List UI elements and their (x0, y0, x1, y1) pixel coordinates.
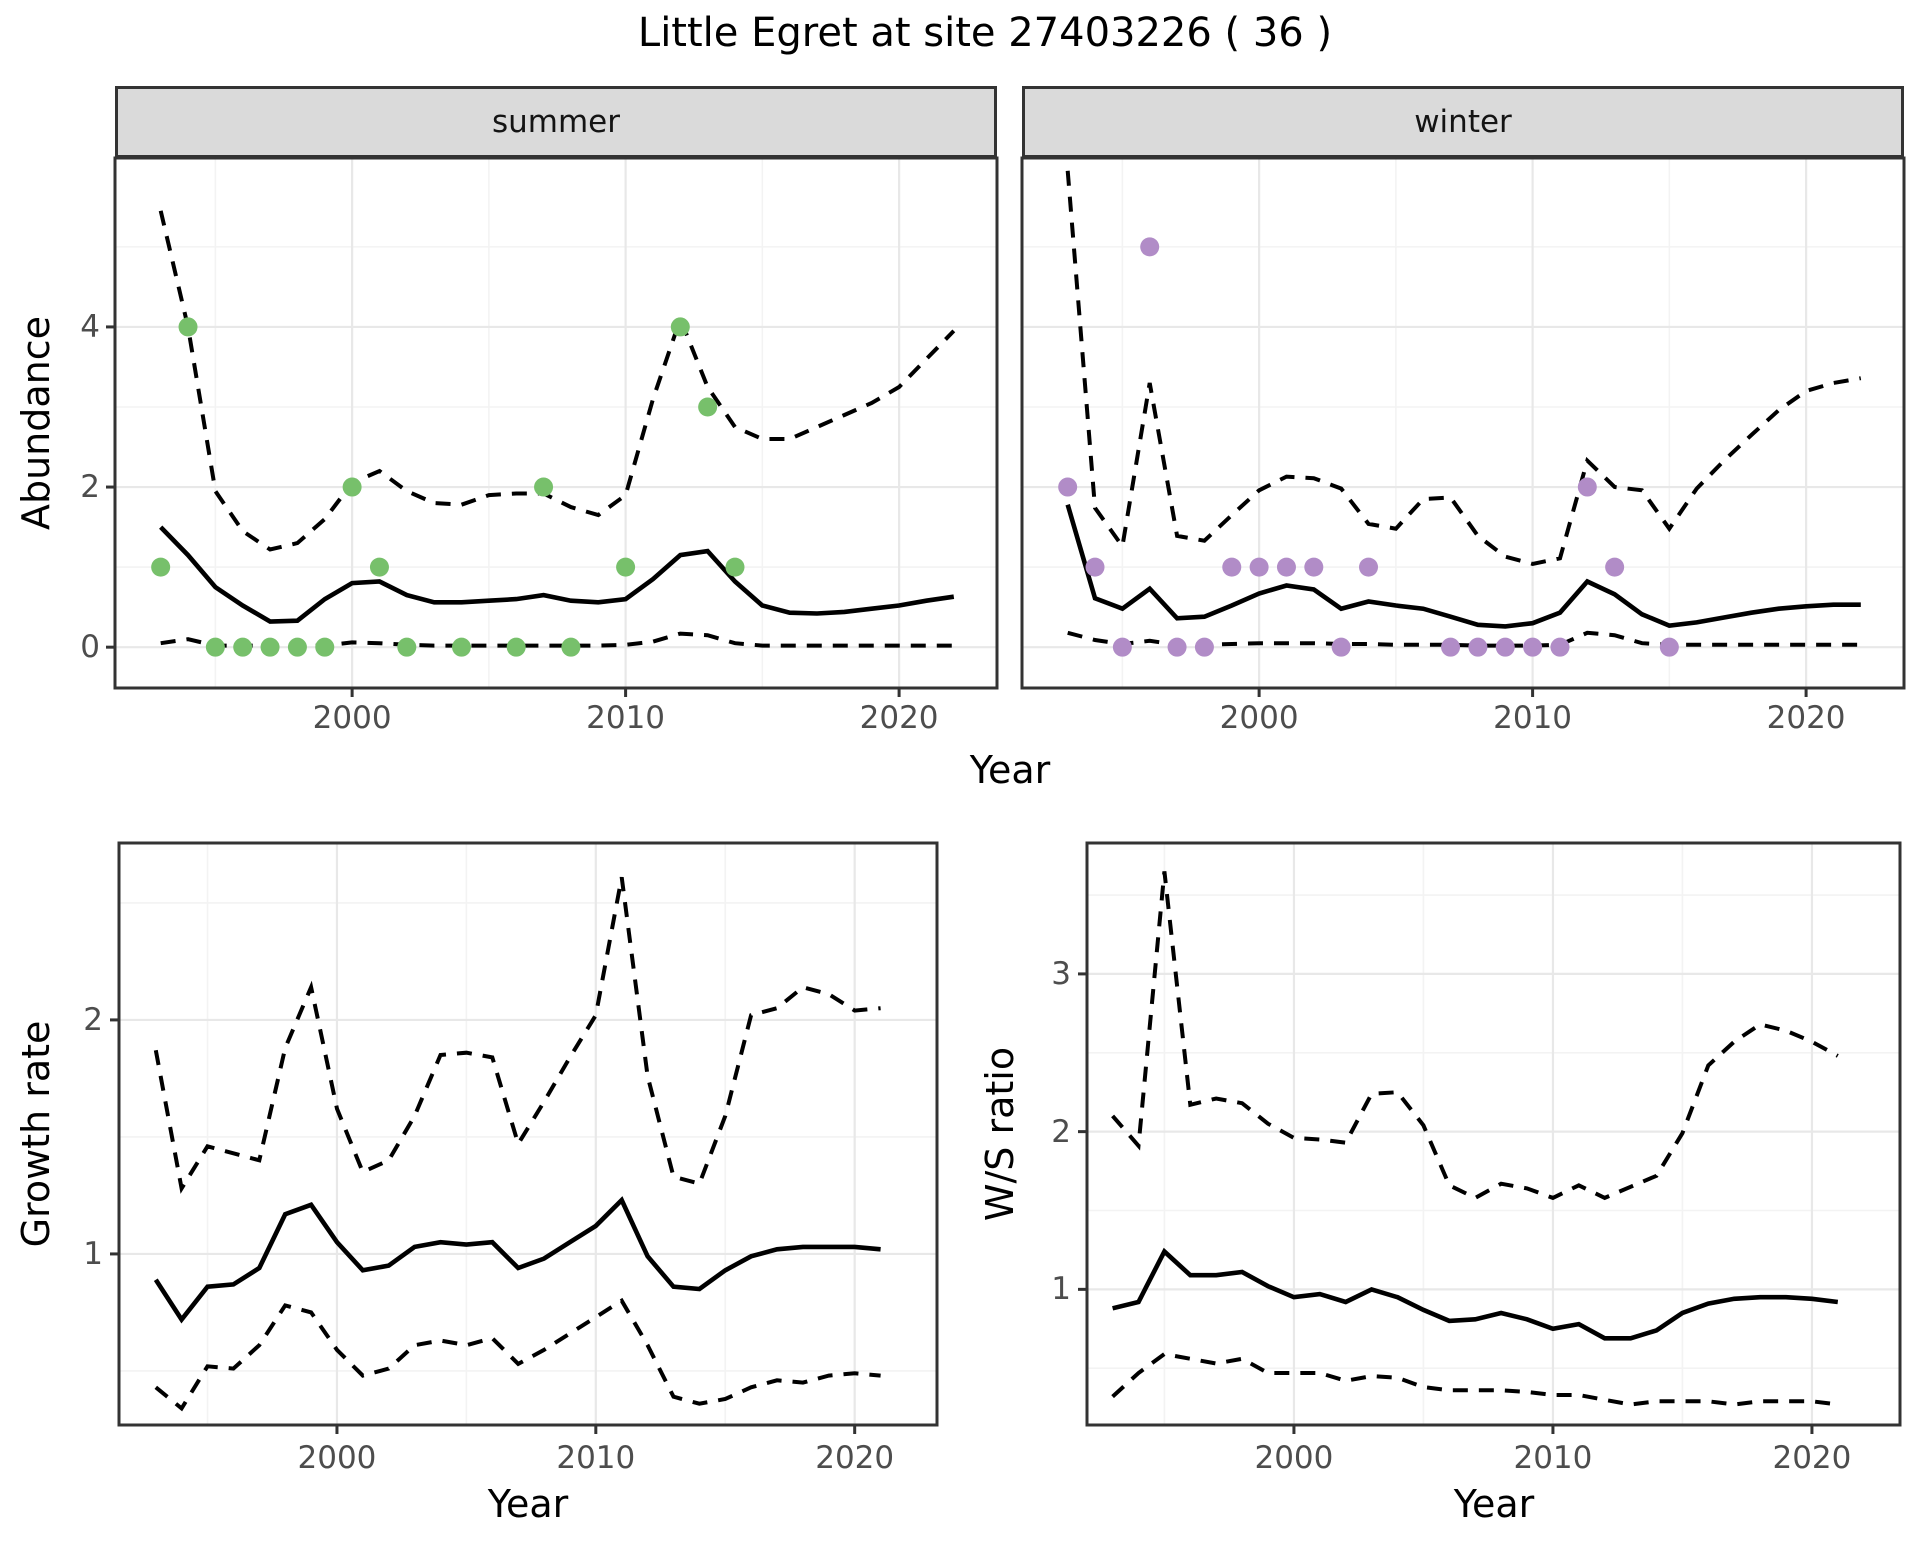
data-point (1359, 557, 1379, 577)
panel-abundance_winter (1020, 156, 1906, 697)
data-point (205, 637, 225, 657)
x-tick-label: 2020 (815, 1440, 895, 1476)
data-point (151, 557, 171, 577)
facet-strip-winter: winter (1022, 86, 1904, 158)
panel-abundance_summer (106, 156, 999, 697)
x-tick-label: 2020 (1766, 700, 1846, 736)
panel-border (117, 841, 939, 1427)
data-point (1468, 637, 1488, 657)
data-point (1304, 557, 1324, 577)
y-tick-label: 0 (80, 629, 100, 666)
data-point (1523, 637, 1543, 657)
y-tick-label: 2 (1051, 1113, 1071, 1150)
y-axis-title-growth-rate: Growth rate (14, 1020, 58, 1248)
data-point (342, 477, 362, 497)
y-axis-title-ws-ratio: W/S ratio (978, 1046, 1022, 1222)
series-median (159, 525, 955, 624)
panel-background (119, 843, 937, 1425)
y-tick-label: 1 (1051, 1271, 1071, 1308)
panel-growth_rate (110, 841, 939, 1434)
data-point (1550, 637, 1570, 657)
panel-border (1085, 841, 1902, 1427)
y-tick-label: 1 (83, 1235, 103, 1272)
series-lower95 (154, 1297, 881, 1412)
data-point (1112, 637, 1132, 657)
data-point (1058, 477, 1078, 497)
data-point (1085, 557, 1105, 577)
panel-border (1020, 156, 1906, 690)
x-tick-label: 2000 (297, 1440, 377, 1476)
panel-ws_ratio (1078, 841, 1902, 1434)
data-point (1659, 637, 1679, 657)
data-point (369, 557, 389, 577)
data-point (287, 637, 307, 657)
x-axis-title-top: Year (969, 748, 1051, 792)
data-point (233, 637, 253, 657)
x-tick-label: 2000 (1219, 700, 1299, 736)
data-point (452, 637, 472, 657)
data-point (698, 397, 718, 417)
series-lines (153, 876, 881, 1412)
y-axis-title-abundance: Abundance (14, 315, 58, 531)
y-tick-label: 4 (80, 308, 100, 345)
data-point (1495, 637, 1515, 657)
data-point (1605, 557, 1625, 577)
data-point (178, 317, 198, 337)
series-upper95 (1065, 170, 1862, 566)
x-tick-label: 2020 (1772, 1440, 1852, 1476)
data-point (260, 637, 280, 657)
x-tick-label: 2010 (1493, 700, 1573, 736)
data-point (1577, 477, 1597, 497)
data-point (1222, 557, 1242, 577)
x-tick-label: 2010 (556, 1440, 636, 1476)
x-tick-label: 2020 (859, 700, 939, 736)
panel-background (1087, 843, 1900, 1425)
series-lower95 (1111, 1351, 1839, 1407)
series-median (1112, 1247, 1839, 1341)
data-point (1331, 637, 1351, 657)
data-point (534, 477, 554, 497)
data-point (1140, 237, 1160, 257)
data-point (725, 557, 745, 577)
y-tick-label: 2 (83, 1001, 103, 1038)
series-upper95 (153, 876, 881, 1194)
series-median (153, 1196, 881, 1324)
x-tick-label: 2010 (1513, 1440, 1593, 1476)
data-point (1249, 557, 1269, 577)
data-point (1276, 557, 1296, 577)
series-upper95 (158, 210, 956, 552)
data-point (1167, 637, 1187, 657)
series-lines (1111, 871, 1839, 1407)
facet-strip-summer-label: summer (491, 104, 620, 140)
facet-strip-winter-label: winter (1414, 104, 1512, 140)
data-point (670, 317, 690, 337)
data-point (315, 637, 335, 657)
x-tick-label: 2000 (1254, 1440, 1334, 1476)
x-axis-title-ws-ratio: Year (1453, 1482, 1535, 1526)
chart-title: Little Egret at site 27403226 ( 36 ) (637, 10, 1333, 56)
data-point (1441, 637, 1461, 657)
x-axis-title-growth-rate: Year (487, 1482, 569, 1526)
x-tick-label: 2010 (586, 700, 666, 736)
data-point (561, 637, 581, 657)
facet-strip-summer: summer (115, 86, 997, 158)
x-tick-label: 2000 (312, 700, 392, 736)
data-point (397, 637, 417, 657)
y-tick-label: 3 (1051, 955, 1071, 992)
data-point (506, 637, 526, 657)
data-point (1194, 637, 1214, 657)
y-tick-label: 2 (80, 469, 100, 506)
panel-border (113, 156, 999, 690)
data-point (616, 557, 636, 577)
series-median (1065, 504, 1861, 629)
